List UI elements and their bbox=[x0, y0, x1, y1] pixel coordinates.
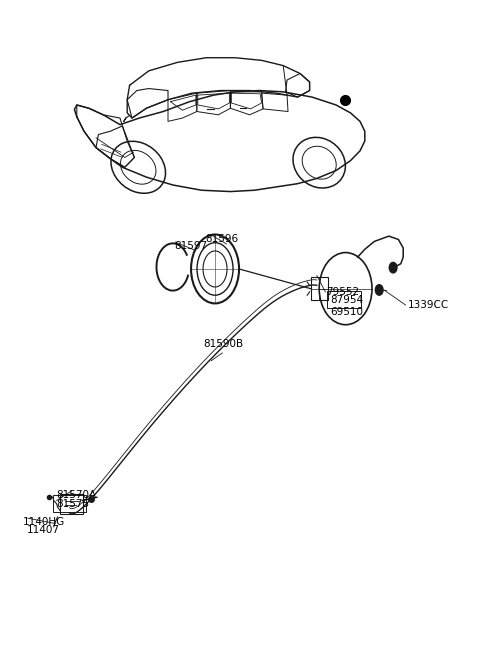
Text: 11407: 11407 bbox=[26, 525, 60, 535]
Text: 81570A: 81570A bbox=[57, 490, 97, 501]
Text: 87954: 87954 bbox=[330, 295, 363, 306]
Text: 81575: 81575 bbox=[57, 499, 90, 509]
Bar bbox=[311, 277, 328, 300]
Text: 81596: 81596 bbox=[205, 234, 239, 244]
Circle shape bbox=[375, 285, 383, 295]
Text: 1140HG: 1140HG bbox=[23, 516, 65, 527]
Text: 1339CC: 1339CC bbox=[408, 300, 449, 310]
Text: 69510: 69510 bbox=[330, 307, 363, 318]
Text: 79552: 79552 bbox=[326, 287, 360, 297]
Bar bbox=[60, 494, 83, 514]
Text: 81590B: 81590B bbox=[203, 339, 243, 349]
Circle shape bbox=[389, 262, 397, 273]
Text: 81597: 81597 bbox=[174, 241, 208, 251]
